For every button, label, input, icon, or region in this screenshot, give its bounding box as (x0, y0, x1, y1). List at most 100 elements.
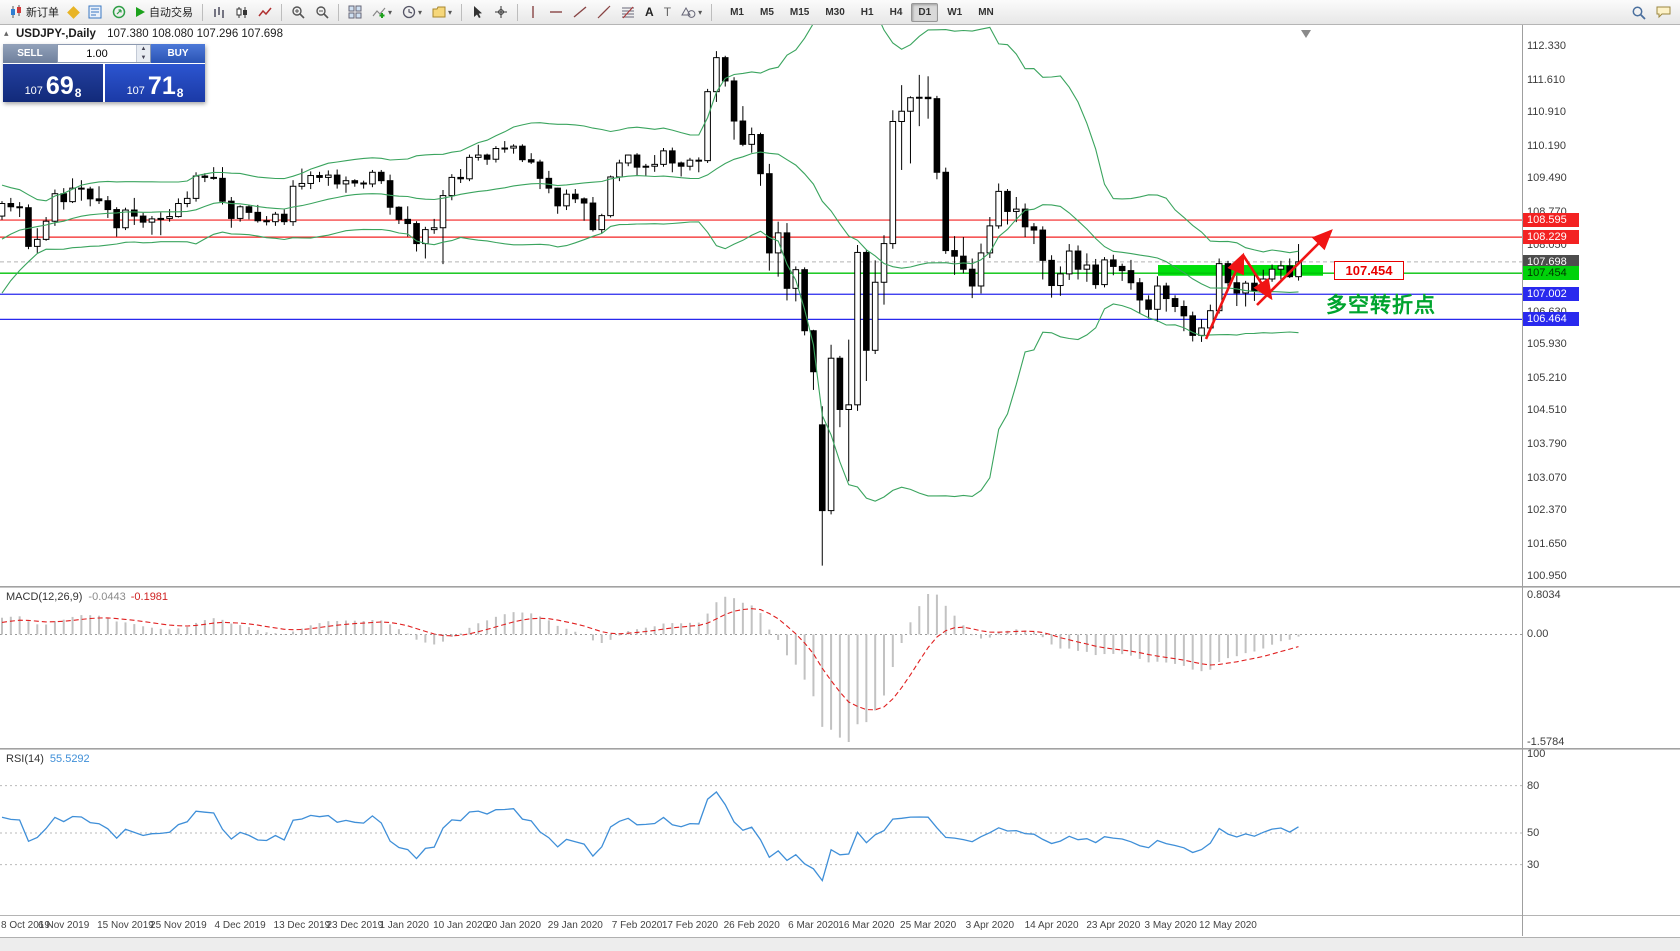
timeframe-button-W1[interactable]: W1 (947, 6, 963, 18)
rsi-indicator-chart[interactable] (0, 750, 1522, 916)
horizontal-line-button[interactable] (545, 1, 567, 24)
templates-button[interactable]: ▾ (428, 1, 456, 24)
fibonacci-button[interactable] (617, 1, 639, 24)
volume-input[interactable] (58, 45, 136, 62)
sell-button[interactable]: SELL (3, 44, 57, 63)
trendline-button[interactable] (569, 1, 591, 24)
buy-price-display[interactable]: 107 71 8 (105, 64, 205, 102)
zoom-in-button[interactable] (287, 1, 309, 24)
panel-splitter[interactable] (0, 586, 1680, 588)
candle (148, 218, 156, 223)
line-chart-button[interactable] (254, 1, 276, 24)
macd-axis-label: 0.8034 (1527, 589, 1561, 601)
date-axis-label: 4 Dec 2019 (214, 920, 266, 931)
candle (139, 215, 147, 223)
timeframe-button-M15[interactable]: M15 (789, 6, 810, 18)
candle (1074, 250, 1082, 270)
candle (0, 203, 6, 217)
candle (854, 251, 861, 406)
buy-button[interactable]: BUY (151, 44, 205, 63)
timeframe-button-D1[interactable]: D1 (911, 2, 939, 22)
toolbar-separator (281, 3, 282, 21)
timeframe-button-M30[interactable]: M30 (825, 6, 845, 18)
candle (122, 209, 129, 229)
dropdown-caret-icon: ▾ (388, 7, 393, 17)
macd-label: MACD(12,26,9) -0.0443 -0.1981 (6, 591, 168, 603)
candle (1251, 282, 1258, 292)
bollinger-middle-band (1, 151, 1299, 293)
candle (219, 177, 226, 202)
candle (907, 97, 914, 112)
sell-price-display[interactable]: 107 69 8 (3, 64, 103, 102)
candle (563, 193, 570, 207)
play-icon (136, 7, 145, 17)
candle (1189, 315, 1197, 336)
zoom-out-button[interactable] (311, 1, 333, 24)
candle (448, 176, 456, 197)
candle (42, 220, 50, 240)
new-order-button[interactable]: 新订单 (5, 1, 63, 24)
vertical-line-button[interactable] (523, 1, 543, 24)
candle (1092, 264, 1099, 286)
pivot-annotation-text[interactable]: 多空转折点 (1326, 294, 1436, 317)
search-button[interactable] (1627, 1, 1650, 24)
panel-splitter[interactable] (0, 915, 1680, 916)
text-tool-button[interactable]: A (641, 1, 658, 24)
date-axis-label: 3 Apr 2020 (965, 920, 1015, 931)
candlestick-chart-button[interactable] (231, 1, 252, 24)
indicators-button[interactable]: ▾ (368, 1, 396, 24)
candle (660, 150, 667, 165)
macd-axis-label: -1.5784 (1527, 736, 1565, 748)
new-order-label: 新订单 (26, 7, 59, 19)
timeframe-button-MN[interactable]: MN (978, 6, 994, 18)
candle (51, 193, 59, 222)
panel-collapse-icon[interactable]: ▴ (4, 28, 9, 38)
sell-price-sup: 8 (74, 86, 82, 100)
candle (995, 190, 1002, 227)
price-tag: 107.002 (1523, 287, 1579, 302)
candle (377, 171, 385, 182)
timeframe-button-H1[interactable]: H1 (860, 6, 874, 18)
bar-chart-button[interactable] (208, 1, 229, 24)
navigator-icon (112, 5, 126, 19)
panel-splitter[interactable] (0, 748, 1680, 750)
timeframe-button-M1[interactable]: M1 (730, 6, 744, 18)
market-watch-button[interactable] (65, 1, 82, 24)
tile-windows-icon (348, 5, 362, 19)
zoom-out-icon (316, 6, 329, 19)
main-price-chart[interactable] (0, 25, 1522, 586)
price-level-callout[interactable]: 107.454 (1334, 261, 1404, 280)
autotrading-button[interactable]: 自动交易 (132, 1, 197, 24)
date-axis-label: 7 Feb 2020 (611, 920, 663, 931)
macd-indicator-chart[interactable] (0, 588, 1522, 748)
date-axis-label: 10 Jan 2020 (433, 920, 489, 931)
bollinger-upper-band (1, 25, 1299, 254)
horizontal-line-icon (550, 11, 563, 13)
price-axis-label: 106.630 (1527, 305, 1567, 318)
community-button[interactable] (1652, 1, 1675, 24)
crosshair-button[interactable] (490, 1, 512, 24)
date-axis[interactable]: 8 Oct 2019 6 Nov 2019 15 Nov 2019 25 Nov 20… (0, 917, 1522, 936)
timeframe-strip: M1 M5 M15 M30 H1 H4 D1 W1 MN (722, 2, 1002, 22)
navigator-button[interactable] (108, 1, 130, 24)
dropdown-caret-icon: ▾ (698, 7, 703, 17)
volume-increase-button[interactable]: ▲ (137, 45, 150, 54)
shapes-button[interactable]: ▾ (677, 1, 706, 24)
chart-title: USDJPY-,Daily 107.380 108.080 107.296 10… (16, 28, 283, 40)
candle (730, 80, 738, 122)
date-axis-label: 17 Feb 2020 (661, 920, 719, 931)
tile-windows-button[interactable] (344, 1, 366, 24)
candle (501, 147, 509, 150)
cursor-button[interactable] (467, 1, 488, 24)
data-window-button[interactable] (84, 1, 106, 24)
price-tag: 107.454 (1523, 266, 1579, 281)
timeframe-button-H4[interactable]: H4 (889, 6, 903, 18)
volume-decrease-button[interactable]: ▼ (137, 53, 150, 62)
timeframe-button-M5[interactable]: M5 (759, 6, 774, 18)
candle (704, 91, 711, 162)
crosshair-icon (495, 6, 508, 18)
period-button[interactable]: ▾ (398, 1, 426, 24)
channel-button[interactable] (593, 1, 615, 24)
label-tool-button[interactable]: T (660, 1, 675, 24)
candle (527, 159, 535, 163)
